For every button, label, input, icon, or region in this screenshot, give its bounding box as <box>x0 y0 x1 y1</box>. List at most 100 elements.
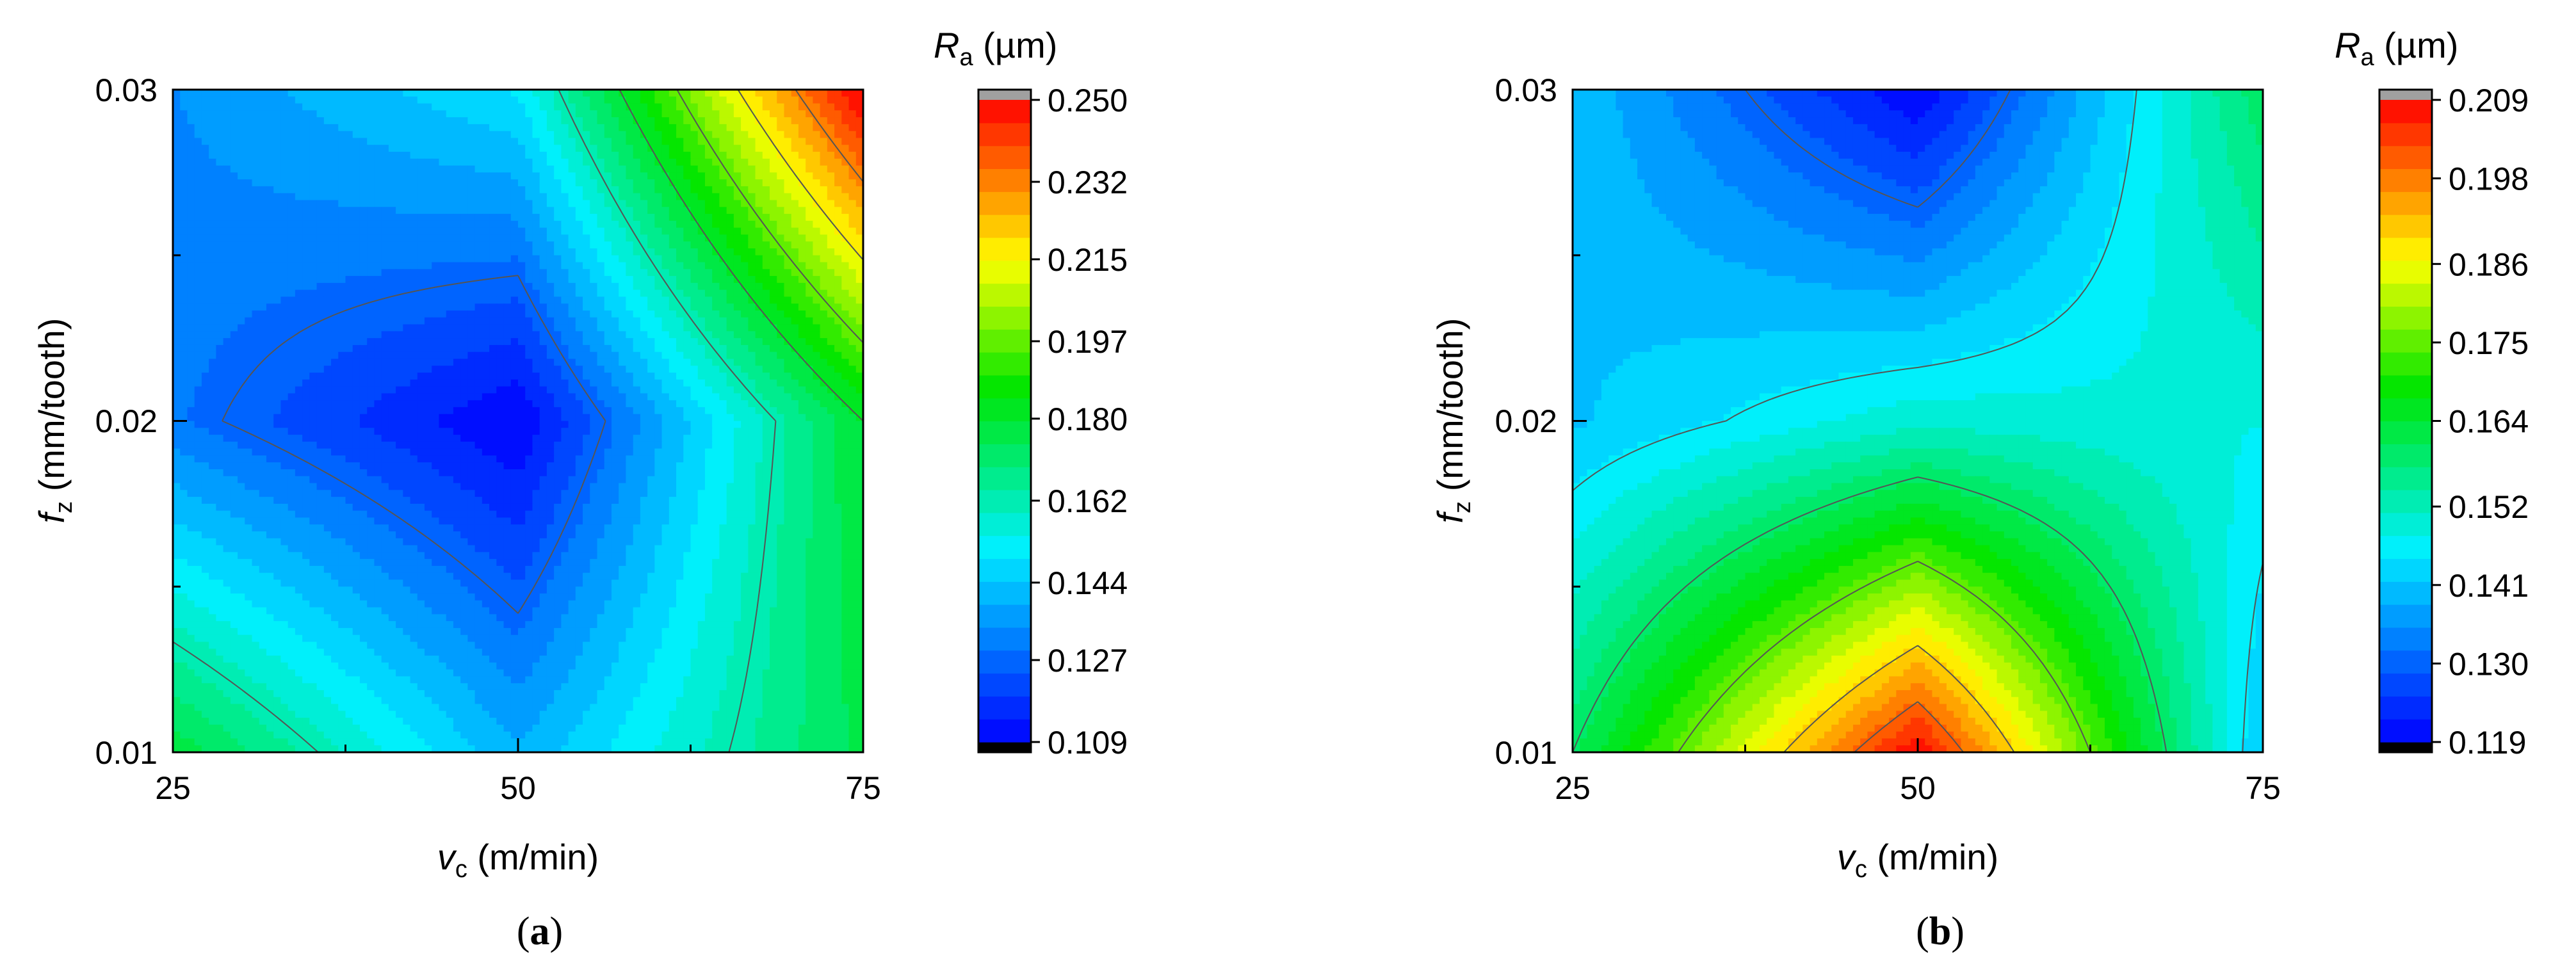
heatmap-cell <box>575 186 583 194</box>
heatmap-cell <box>525 158 533 166</box>
heatmap-cell <box>201 152 209 159</box>
heatmap-cell <box>546 90 555 97</box>
heatmap-cell <box>259 407 267 415</box>
heatmap-cell <box>323 344 332 353</box>
heatmap-cell <box>683 331 692 339</box>
heatmap-cell <box>525 435 533 442</box>
heatmap-cell <box>777 110 785 118</box>
heatmap-cell <box>316 172 325 180</box>
heatmap-cell <box>733 165 741 173</box>
heatmap-cell <box>690 172 699 180</box>
heatmap-cell <box>554 220 562 229</box>
heatmap-cell <box>309 248 318 256</box>
heatmap-cell <box>604 207 612 214</box>
heatmap-cell <box>590 117 598 125</box>
heatmap-cell <box>575 220 583 229</box>
heatmap-cell <box>791 393 799 401</box>
heatmap-cell <box>726 214 734 222</box>
heatmap-cell <box>359 428 368 435</box>
heatmap-cell <box>381 227 389 236</box>
heatmap-cell <box>777 124 785 132</box>
heatmap-cell <box>575 373 583 380</box>
heatmap-cell <box>489 331 498 339</box>
heatmap-cell <box>266 400 275 408</box>
heatmap-cell <box>546 179 555 187</box>
heatmap-cell <box>273 331 282 339</box>
heatmap-cell <box>554 207 562 214</box>
heatmap-cell <box>238 179 246 187</box>
heatmap-cell <box>295 200 303 208</box>
heatmap-cell <box>280 428 289 435</box>
heatmap-cell <box>302 338 311 346</box>
heatmap-cell <box>482 379 490 387</box>
heatmap-cell <box>510 407 519 415</box>
heatmap-cell <box>770 200 778 208</box>
heatmap-cell <box>403 407 411 415</box>
heatmap-cell <box>704 186 713 194</box>
heatmap-cell <box>309 214 318 222</box>
heatmap-cell <box>777 296 785 305</box>
heatmap-cell <box>590 344 598 353</box>
heatmap-cell <box>417 227 425 236</box>
heatmap-cell <box>266 428 275 435</box>
heatmap-cell <box>647 234 656 242</box>
heatmap-cell <box>209 428 217 435</box>
heatmap-cell <box>554 386 562 394</box>
heatmap-cell <box>668 262 677 270</box>
heatmap-cell <box>266 117 275 125</box>
heatmap-cell <box>647 179 656 187</box>
heatmap-cell <box>583 386 591 394</box>
heatmap-cell <box>827 103 835 111</box>
heatmap-cell <box>704 289 713 298</box>
heatmap-cell <box>510 366 519 373</box>
heatmap-cell <box>590 103 598 111</box>
heatmap-cell <box>482 124 490 132</box>
heatmap-cell <box>806 386 814 394</box>
heatmap-cell <box>619 145 627 152</box>
heatmap-cell <box>633 338 641 346</box>
heatmap-cell <box>820 359 828 367</box>
heatmap-cell <box>453 338 461 346</box>
heatmap-cell <box>770 124 778 132</box>
heatmap-cell <box>359 269 368 277</box>
heatmap-cell <box>209 317 217 325</box>
heatmap-cell <box>575 200 583 208</box>
heatmap-cell <box>583 165 591 173</box>
heatmap-cell <box>280 359 289 367</box>
heatmap-cell <box>704 269 713 277</box>
heatmap-cell <box>683 145 692 152</box>
heatmap-cell <box>252 296 260 305</box>
heatmap-cell <box>820 344 828 353</box>
heatmap-cell <box>425 145 433 152</box>
heatmap-cell <box>367 421 375 429</box>
heatmap-cell <box>280 317 289 325</box>
heatmap-cell <box>403 359 411 367</box>
heatmap-cell <box>546 359 555 367</box>
heatmap-cell <box>288 324 296 332</box>
heatmap-cell <box>496 282 505 291</box>
heatmap-cell <box>661 96 670 104</box>
heatmap-cell <box>633 366 641 373</box>
heatmap-cell <box>230 152 238 159</box>
heatmap-cell <box>489 379 498 387</box>
heatmap-cell <box>626 338 634 346</box>
heatmap-cell <box>575 359 583 367</box>
heatmap-cell <box>223 152 231 159</box>
heatmap-cell <box>367 220 375 229</box>
heatmap-cell <box>388 200 396 208</box>
heatmap-cell <box>777 248 785 256</box>
heatmap-cell <box>611 338 620 346</box>
heatmap-cell <box>381 435 389 442</box>
heatmap-cell <box>597 379 605 387</box>
heatmap-cell <box>273 110 282 118</box>
heatmap-cell <box>482 165 490 173</box>
heatmap-cell <box>288 179 296 187</box>
heatmap-cell <box>446 351 454 360</box>
heatmap-cell <box>741 276 749 284</box>
heatmap-cell <box>316 227 325 236</box>
heatmap-cell <box>510 193 519 201</box>
heatmap-cell <box>841 414 850 422</box>
heatmap-cell <box>619 255 627 263</box>
heatmap-cell <box>302 407 311 415</box>
heatmap-cell <box>813 131 821 139</box>
